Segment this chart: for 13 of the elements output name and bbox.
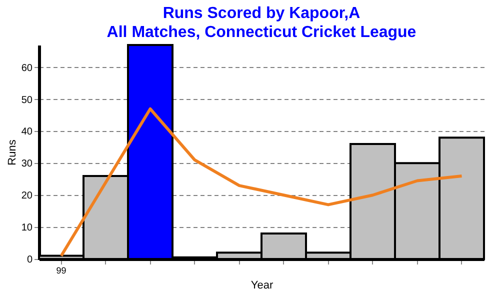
y-axis-title: Runs	[6, 139, 18, 166]
chart-subtitle: All Matches, Connecticut Cricket League	[106, 24, 416, 41]
chart-title: Runs Scored by Kapoor,A	[162, 5, 361, 22]
x-axis-title: Year	[250, 280, 274, 292]
y-tick-label: 30	[21, 158, 33, 170]
y-tick-label: 20	[21, 190, 33, 202]
y-tick-label: 10	[21, 222, 33, 234]
x-tick-label: 99	[56, 266, 66, 276]
y-tick-label: 50	[21, 94, 33, 106]
y-tick-label: 40	[21, 126, 33, 138]
line-series	[60, 107, 464, 258]
y-tick-label: 0	[26, 254, 33, 266]
y-tick-label: 60	[21, 62, 33, 74]
